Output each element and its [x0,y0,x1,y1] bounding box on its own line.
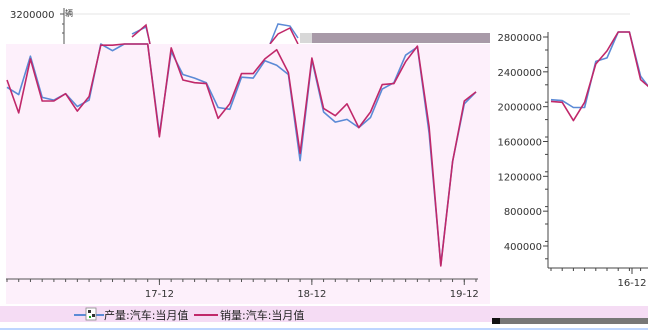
top-strip [300,33,500,43]
legend-marker-icon [85,307,97,321]
legend-background [0,306,648,322]
main-panel-background [6,44,490,304]
inset-sales-line [550,31,648,122]
background-sales-line [269,26,299,45]
top-strip-light [300,33,312,43]
inset-y-tick-label: 1200000 [497,172,542,183]
main-sales-line [6,43,477,267]
background-chart: 3200000 辆 [10,8,630,46]
inset-y-tick-label: 2000000 [497,103,542,114]
main-x-tick-label: 17-12 [145,289,174,300]
background-production-line [269,23,299,45]
main-chart: 17-12 18-12 19-12 [6,43,490,304]
background-top-tick-label: 3200000 [10,10,55,21]
inset-y-tick-label: 400000 [504,242,542,253]
background-unit-glyph: 辆 [65,8,73,18]
inset-y-tick-label: 2400000 [497,68,542,79]
inset-y-tick-label: 2800000 [497,33,542,44]
inset-y-tick-label: 800000 [504,207,542,218]
legend-label-production: 产量:汽车:当月值 [104,308,188,322]
inset-x-tick-label: 16-12 [617,278,646,289]
background-sales-line [131,23,151,45]
legend-scrollbar-track[interactable] [492,318,648,324]
inset-chart: 400000 800000 1200000 1600000 2000000 2400000… [490,30,648,302]
legend: 产量:汽车:当月值 销量:汽车:当月值 [0,306,648,324]
legend-scrollbar-thumb[interactable] [492,318,500,324]
legend-label-sales: 销量:汽车:当月值 [220,308,304,322]
main-x-tick-label: 18-12 [297,289,326,300]
inset-y-tick-label: 1600000 [497,138,542,149]
inset-panel-background [490,30,648,302]
main-x-tick-label: 19-12 [450,289,479,300]
